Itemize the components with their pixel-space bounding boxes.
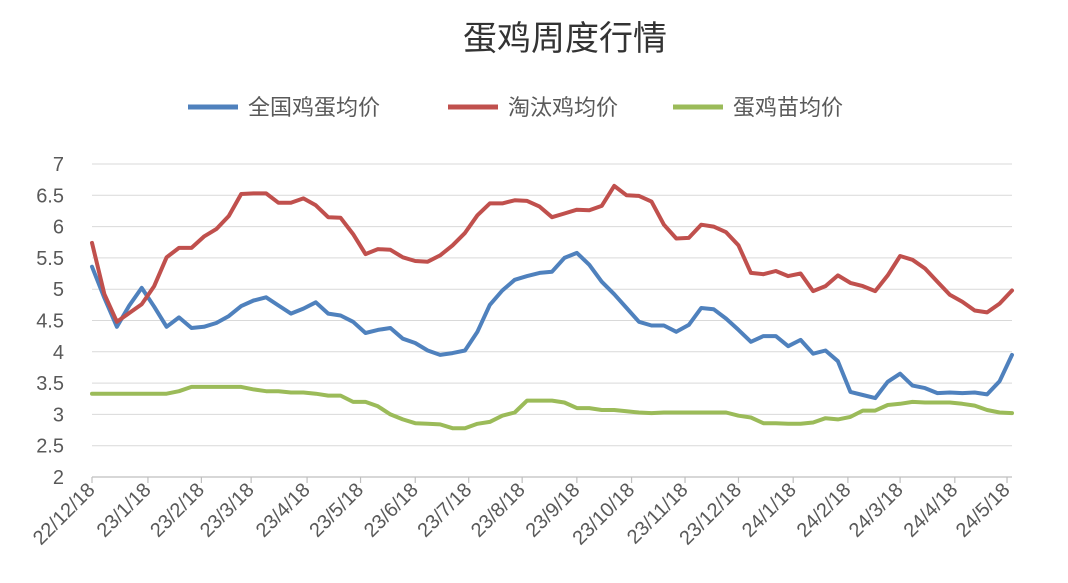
- y-tick-label: 4.5: [36, 311, 64, 333]
- x-tick-label: 24/5/18: [952, 479, 1015, 542]
- chart-title: 蛋鸡周度行情: [463, 19, 667, 59]
- x-tick-label: 23/6/18: [360, 479, 423, 542]
- y-tick-label: 2: [53, 467, 64, 489]
- legend-label: 淘汰鸡均价: [508, 96, 618, 121]
- x-tick-label: 24/3/18: [845, 479, 908, 542]
- legend-item: 淘汰鸡均价: [448, 96, 618, 121]
- x-tick-label: 23/1/18: [93, 479, 156, 542]
- x-tick-label: 24/1/18: [738, 479, 801, 542]
- x-tick-label: 23/3/18: [196, 479, 259, 542]
- x-tick-label: 23/4/18: [252, 479, 315, 542]
- x-tick-label: 23/7/18: [413, 479, 476, 542]
- x-axis: 22/12/1823/1/1823/2/1823/3/1823/4/1823/5…: [29, 476, 1015, 550]
- y-tick-label: 7: [53, 154, 64, 176]
- plot-area: [90, 183, 1014, 431]
- x-tick-label: 23/8/18: [467, 479, 530, 542]
- x-tick-label: 24/4/18: [900, 479, 963, 542]
- y-tick-label: 5.5: [36, 248, 64, 270]
- legend-item: 全国鸡蛋均价: [188, 96, 380, 121]
- x-tick-label: 22/12/18: [29, 479, 100, 550]
- y-tick-label: 3.5: [36, 373, 64, 395]
- x-tick-label: 23/2/18: [146, 479, 209, 542]
- legend-label: 蛋鸡苗均价: [733, 96, 843, 121]
- y-tick-label: 6: [53, 217, 64, 239]
- x-tick-label: 24/2/18: [793, 479, 856, 542]
- y-tick-label: 2.5: [36, 436, 64, 458]
- series-line-1: [90, 183, 1014, 324]
- series-line-2: [90, 384, 1014, 431]
- y-tick-label: 3: [53, 404, 64, 426]
- y-axis: 7 6.5 6 5.5 5 4.5 4 3.5 3 2.5 2: [36, 154, 64, 489]
- x-tick-label: 23/5/18: [305, 479, 368, 542]
- y-tick-label: 4: [53, 342, 64, 364]
- legend-item: 蛋鸡苗均价: [673, 96, 843, 121]
- y-tick-label: 6.5: [36, 185, 64, 207]
- legend-label: 全国鸡蛋均价: [248, 96, 380, 121]
- legend: 全国鸡蛋均价 淘汰鸡均价 蛋鸡苗均价: [188, 96, 843, 121]
- series-line-0: [90, 250, 1014, 401]
- y-tick-label: 5: [53, 279, 64, 301]
